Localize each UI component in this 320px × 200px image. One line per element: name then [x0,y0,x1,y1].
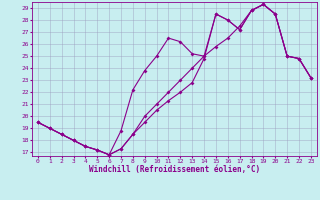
X-axis label: Windchill (Refroidissement éolien,°C): Windchill (Refroidissement éolien,°C) [89,165,260,174]
